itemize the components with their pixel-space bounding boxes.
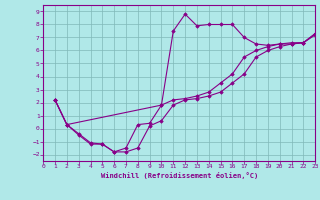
- X-axis label: Windchill (Refroidissement éolien,°C): Windchill (Refroidissement éolien,°C): [100, 172, 258, 179]
